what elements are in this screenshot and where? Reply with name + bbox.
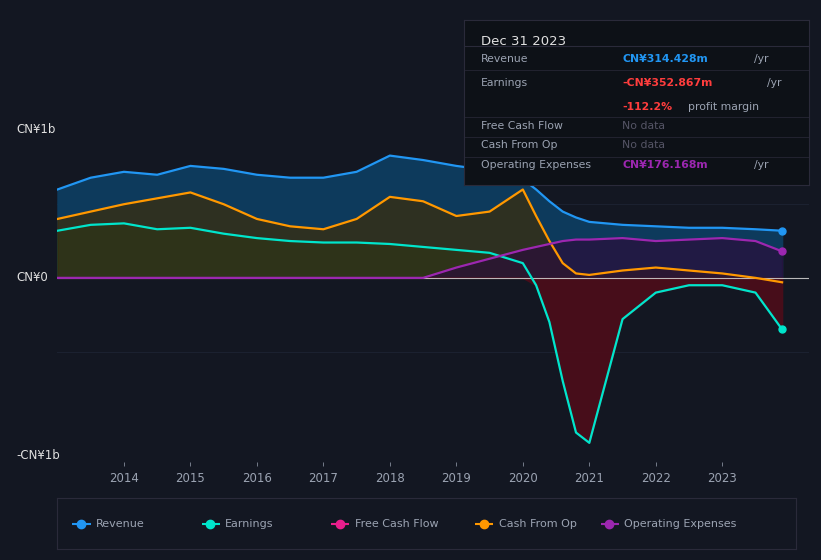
Text: Free Cash Flow: Free Cash Flow xyxy=(355,519,438,529)
Text: Dec 31 2023: Dec 31 2023 xyxy=(481,35,566,48)
Text: Revenue: Revenue xyxy=(96,519,144,529)
Text: -CN¥352.867m: -CN¥352.867m xyxy=(622,78,713,88)
Text: Free Cash Flow: Free Cash Flow xyxy=(481,121,563,131)
Text: Operating Expenses: Operating Expenses xyxy=(624,519,736,529)
Text: Operating Expenses: Operating Expenses xyxy=(481,160,591,170)
Text: /yr: /yr xyxy=(754,54,768,64)
Text: Earnings: Earnings xyxy=(481,78,528,88)
Text: /yr: /yr xyxy=(754,160,768,170)
Text: Cash From Op: Cash From Op xyxy=(498,519,576,529)
Text: CN¥1b: CN¥1b xyxy=(16,123,56,136)
Text: No data: No data xyxy=(622,140,666,150)
Text: CN¥314.428m: CN¥314.428m xyxy=(622,54,709,64)
Text: CN¥0: CN¥0 xyxy=(16,272,48,284)
Text: No data: No data xyxy=(622,121,666,131)
Text: Revenue: Revenue xyxy=(481,54,529,64)
Text: Cash From Op: Cash From Op xyxy=(481,140,557,150)
Text: Earnings: Earnings xyxy=(225,519,273,529)
Text: -CN¥1b: -CN¥1b xyxy=(16,449,60,462)
Text: -112.2%: -112.2% xyxy=(622,102,672,112)
Text: profit margin: profit margin xyxy=(688,102,759,112)
Text: CN¥176.168m: CN¥176.168m xyxy=(622,160,708,170)
Text: /yr: /yr xyxy=(768,78,782,88)
